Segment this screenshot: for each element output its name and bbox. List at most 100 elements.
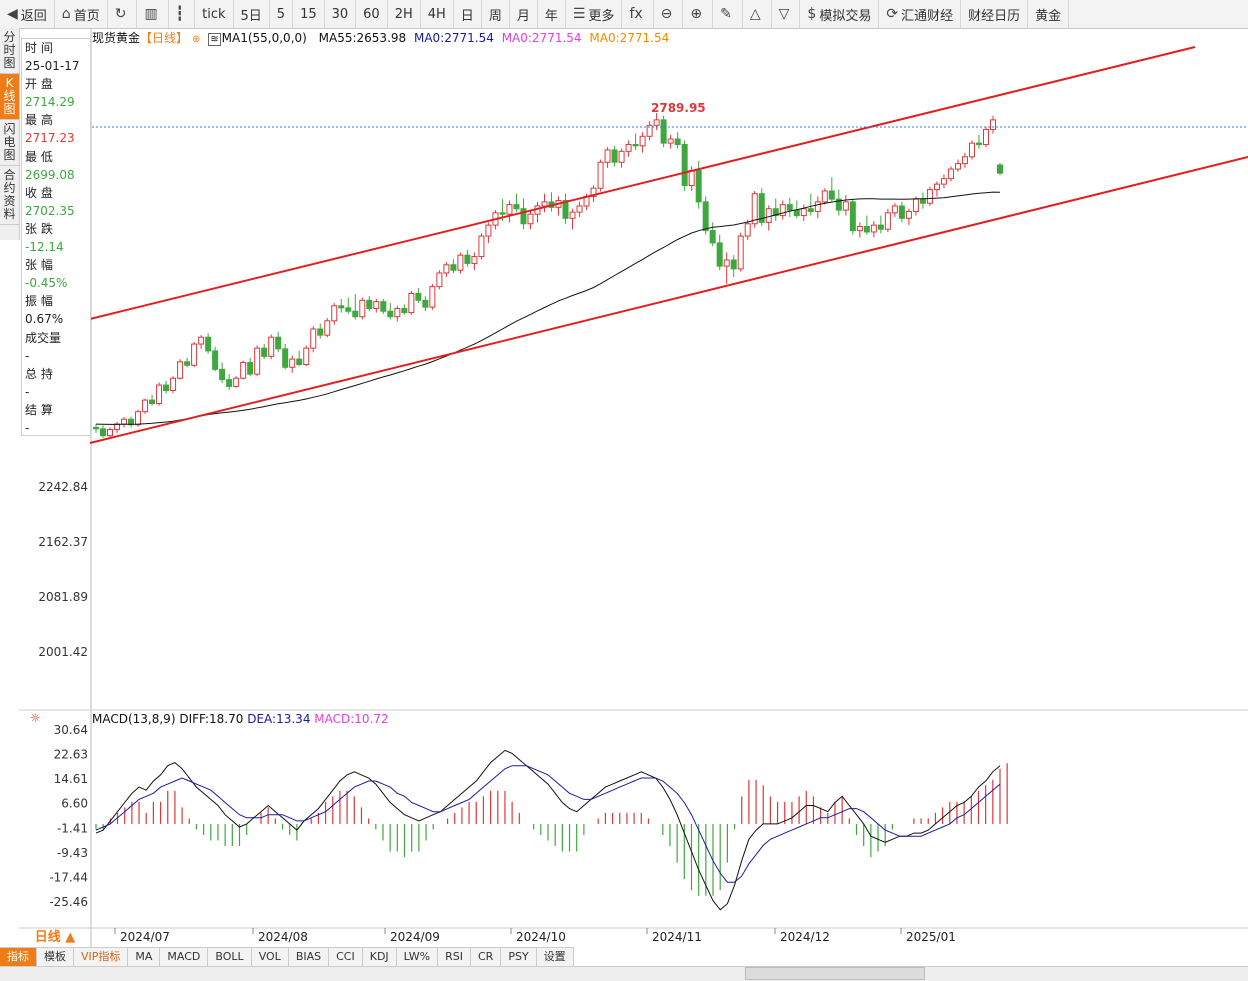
candle-body [562,200,569,219]
tab-0[interactable]: 指标 [0,948,37,967]
toolbar-item-label: 4H [427,6,446,22]
leftnav-item-3[interactable]: 合约资料 [0,166,19,225]
info-change-label: 张 跌 [25,221,53,236]
macd-y-tick-label: 6.60 [61,797,88,811]
candle-body [366,299,373,310]
toolbar-item-0[interactable]: ◀ 返回 [0,0,55,28]
toolbar-item-1[interactable]: ⌂ 首页 [55,0,108,28]
ma-setting-icon[interactable]: ≋ [208,33,221,46]
candle-body [191,343,198,366]
tab-8[interactable]: CCI [329,948,363,967]
tab-12[interactable]: CR [471,948,502,967]
candle-body [884,212,891,230]
tab-13[interactable]: PSY [501,948,537,967]
indicator-tabs: 指标 模板 VIP指标 MA MACD BOLL VOL BIAS CCI KDJ LW% RSI CR… [0,947,574,967]
toolbar-item-8[interactable]: 15 [293,0,325,28]
toolbar-item-3[interactable]: ▥ [137,0,169,28]
toolbar-item-10[interactable]: 60 [356,0,388,28]
toolbar-item-25[interactable]: ⟳ 汇通财经 [879,0,962,28]
candle-body [849,201,856,232]
toolbar-item-24[interactable]: $ 模拟交易 [800,0,880,28]
candle-body [688,169,695,186]
toolbar-item-7[interactable]: 5 [270,0,294,28]
candle-body [422,299,429,308]
leftnav-item-2[interactable]: 闪电图 [0,120,19,166]
toolbar-item-17[interactable]: ☰ 更多 [566,0,623,28]
leftnav-item-0[interactable]: 分时图 [0,28,19,74]
toolbar-item-11[interactable]: 2H [388,0,421,28]
toolbar-item-9[interactable]: 30 [325,0,357,28]
info-open-value: 2714.29 [25,95,75,110]
macd-y-tick-label: 22.63 [54,748,88,762]
toolbar-item-14[interactable]: 周 [482,0,510,28]
candle-body [268,336,275,357]
toolbar-item-16[interactable]: 年 [538,0,566,28]
toolbar-item-15[interactable]: 月 [510,0,538,28]
toolbar-item-6[interactable]: 5日 [234,0,270,28]
candle-body [219,368,226,381]
zoom-out-icon: ⊖ [660,6,673,22]
legend-period[interactable]: 【日线】 [140,31,189,45]
tab-7[interactable]: BIAS [289,948,330,967]
scroll-thumb[interactable] [745,967,925,980]
leftnav-item-1[interactable]: K线图 [0,74,19,120]
tab-10[interactable]: LW% [397,948,439,967]
candle-body [779,204,786,217]
tab-2[interactable]: VIP指标 [74,948,129,967]
candle-body [716,242,723,267]
period-selector[interactable]: 日线 ▲ [34,930,76,945]
toolbar-item-13[interactable]: 日 [454,0,482,28]
toolbar-item-21[interactable]: ✎ [713,0,743,28]
info-high-value: 2717.23 [25,131,75,146]
candle-body [576,205,583,213]
macd-y-tick-label: -9.43 [57,846,88,860]
candle-body [324,320,331,336]
toolbar-item-12[interactable]: 4H [421,0,454,28]
toolbar-item-23[interactable]: ▽ [772,0,801,28]
toolbar-item-20[interactable]: ⊕ [683,0,714,28]
toolbar-item-26[interactable]: 财经日历 [961,0,1029,28]
tab-9[interactable]: KDJ [363,948,397,967]
candle-body [905,210,912,219]
candle-body [100,428,107,437]
candle-body [870,224,877,233]
candle-body [471,256,478,264]
candle-body [597,161,604,189]
toolbar-item-19[interactable]: ⊖ [654,0,684,28]
toolbar-item-4[interactable]: ┇ [169,0,196,28]
settings-icon[interactable]: ⊕ [192,34,201,45]
tab-5[interactable]: BOLL [208,948,252,967]
candle-body [457,254,464,271]
candle-body [520,208,527,225]
candle-body [93,426,99,430]
tab-14[interactable]: 设置 [537,948,574,967]
tab-11[interactable]: RSI [438,948,471,967]
candle-body [674,138,681,145]
info-amp-label: 振 幅 [25,294,53,309]
x-tick-label: 2025/01 [906,930,956,944]
tab-3[interactable]: MA [128,948,161,967]
candle-body [233,377,240,387]
candle-body [590,187,597,197]
candle-body [247,362,254,375]
toolbar-item-label: 5 [276,6,286,22]
chart-bars-icon: ▥ [144,6,158,22]
triangle-down-icon: ▽ [778,6,790,22]
tab-6[interactable]: VOL [252,948,289,967]
toolbar-item-22[interactable]: △ [743,0,772,28]
toolbar-item-2[interactable]: ↻ [108,0,138,28]
toolbar-item-5[interactable]: tick [195,0,234,28]
tab-1[interactable]: 模板 [37,948,74,967]
y-tick-label: 2162.37 [38,535,88,549]
bottom-scrollbar[interactable] [0,966,1248,981]
toolbar-item-27[interactable]: 黄金 [1028,0,1070,28]
candle-body [338,305,345,309]
candle-body [142,399,149,413]
candle-body [968,142,975,158]
info-oi-value: - [25,384,30,399]
candle-body [646,124,653,137]
toolbar-item-18[interactable]: fx [622,0,654,28]
candle-body [485,224,492,237]
candle-body [863,225,870,233]
tab-4[interactable]: MACD [160,948,209,967]
